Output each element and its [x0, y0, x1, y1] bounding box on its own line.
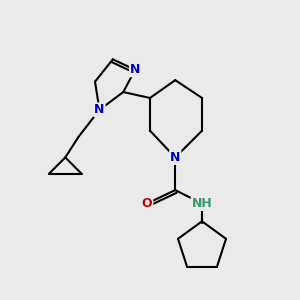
Text: N: N	[170, 151, 181, 164]
Text: N: N	[94, 103, 105, 116]
Text: N: N	[130, 63, 140, 76]
Text: NH: NH	[192, 197, 212, 210]
Text: O: O	[142, 197, 152, 210]
